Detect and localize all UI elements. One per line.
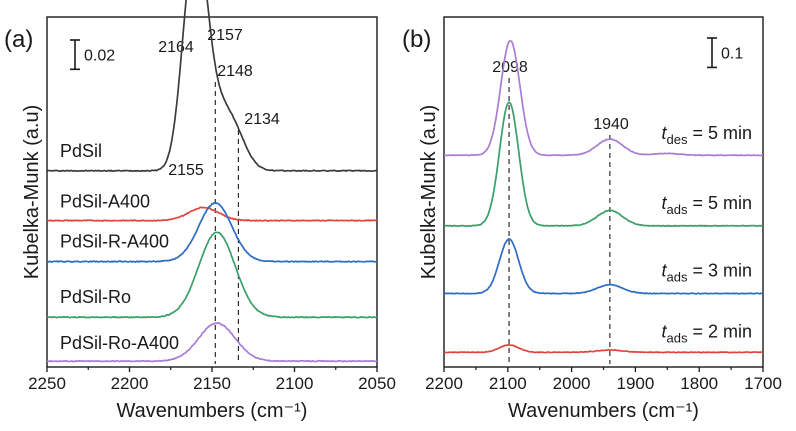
x-tick-label: 1900: [616, 374, 654, 393]
panel-b: 2200 2100 2000 1900 1800 1700 Wavenumbers (cm⁻…: [402, 16, 782, 422]
reference-line-label: 2148: [217, 63, 253, 80]
x-axis-label: Wavenumbers (cm⁻¹): [117, 400, 308, 422]
series-label-value: = 5 min: [687, 123, 752, 143]
x-tick-label: 2000: [553, 374, 591, 393]
panel-label: (a): [4, 26, 33, 53]
series-label: PdSil-Ro: [60, 287, 131, 307]
panel-label: (b): [402, 26, 431, 53]
x-axis-label: Wavenumbers (cm⁻¹): [508, 400, 699, 422]
scale-bar-label: 0.1: [721, 46, 743, 63]
reference-line-label: 2134: [244, 111, 280, 128]
reference-line-label: 2098: [492, 59, 528, 76]
series-label: tads = 3 min: [661, 260, 752, 284]
x-tick-label: 2250: [28, 374, 66, 393]
series-line: [46, 231, 378, 319]
peak-annotation: 2155: [168, 162, 204, 179]
series-label-value: = 3 min: [687, 260, 752, 280]
series-label: tdes = 5 min: [661, 123, 752, 147]
series-line: [46, 201, 378, 263]
series-line: [46, 206, 378, 222]
series-label: PdSil-R-A400: [60, 232, 169, 252]
series-line: [443, 343, 764, 354]
series-label-var: t: [661, 321, 667, 341]
series-label-subscript: des: [667, 132, 688, 147]
series-label-subscript: ads: [667, 330, 688, 345]
x-tick-label: 2200: [111, 374, 149, 393]
x-tick-label: 2100: [276, 374, 314, 393]
series-label-var: t: [661, 260, 667, 280]
series-label-var: t: [661, 123, 667, 143]
series-label: PdSil-A400: [60, 192, 150, 212]
y-axis-label: Kubelka-Munk (a.u): [21, 105, 43, 280]
series-label-value: = 5 min: [687, 193, 752, 213]
x-tick-label: 2150: [193, 374, 231, 393]
series-line: [46, 321, 378, 363]
series-label-value: = 2 min: [687, 321, 752, 341]
series-label: tads = 2 min: [661, 321, 752, 345]
series-label: PdSil: [60, 141, 102, 161]
x-tick-label: 2100: [489, 374, 527, 393]
x-tick-label: 2050: [358, 374, 396, 393]
series-line: [443, 238, 764, 295]
series-line: [443, 101, 764, 227]
peak-annotation: 2164: [158, 39, 194, 56]
panel-a: 2250 2200 2150 2100 2050 Wavenumbers (cm⁻¹) Ku…: [4, 0, 396, 422]
series-label-var: t: [661, 193, 667, 213]
peak-annotation: 2157: [207, 27, 243, 44]
series-line: [46, 0, 378, 173]
series-label: tads = 5 min: [661, 193, 752, 217]
scale-bar-label: 0.02: [84, 48, 115, 65]
series-label-subscript: ads: [667, 202, 688, 217]
y-axis-label: Kubelka-Munk (a.u): [418, 105, 440, 280]
x-tick-label: 1800: [680, 374, 718, 393]
x-tick-label: 1700: [744, 374, 782, 393]
reference-line-label: 1940: [593, 116, 629, 133]
series-label-subscript: ads: [667, 269, 688, 284]
series-label: PdSil-Ro-A400: [60, 333, 179, 353]
series-line: [443, 40, 764, 157]
x-tick-label: 2200: [425, 374, 463, 393]
